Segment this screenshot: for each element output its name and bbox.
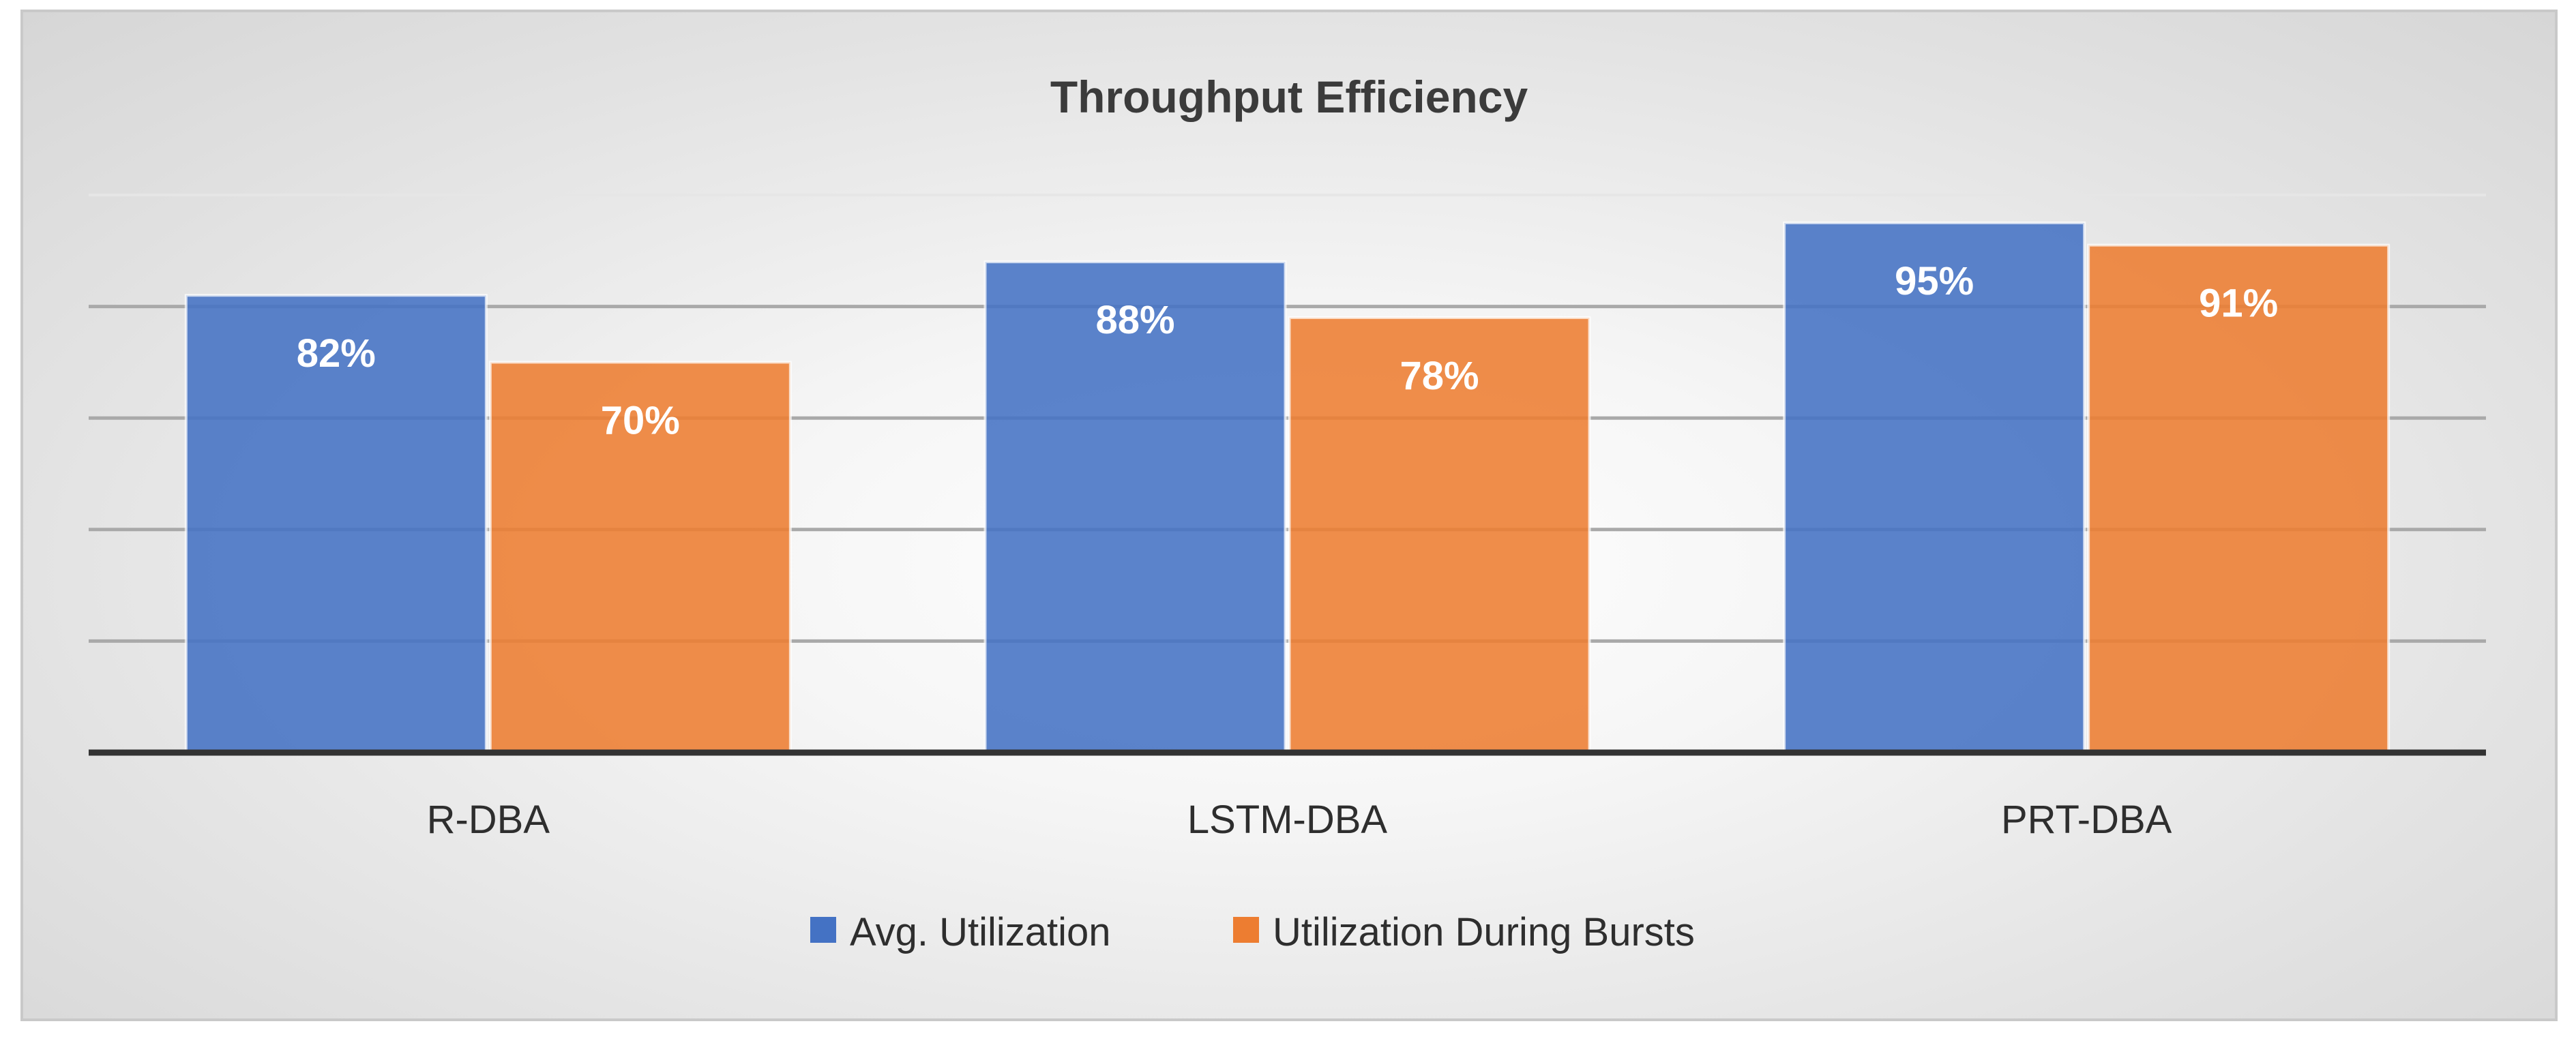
bar-prt-dba-utilization-during-bursts	[2087, 243, 2390, 754]
data-label-lstm-dba-utilization-during-bursts: 78%	[1400, 354, 1479, 398]
data-labels: 82% 70% 88% 78% 95% 91%	[297, 259, 2278, 443]
legend-swatch-avg-utilization	[810, 917, 836, 943]
data-label-prt-dba-avg-utilization: 95%	[1895, 259, 1974, 303]
bar-prt-dba-avg-utilization	[1783, 221, 2086, 754]
category-label-lstm-dba: LSTM-DBA	[1187, 798, 1388, 842]
bar-r-dba-utilization-during-bursts	[488, 361, 792, 754]
gridlines	[89, 194, 2486, 643]
bars	[184, 221, 2390, 755]
data-label-r-dba-avg-utilization: 82%	[297, 331, 376, 376]
data-label-r-dba-utilization-during-bursts: 70%	[601, 398, 680, 442]
legend: Avg. Utilization Utilization During Burs…	[810, 910, 1695, 954]
category-axis-labels: R-DBA LSTM-DBA PRT-DBA	[427, 798, 2172, 842]
data-label-lstm-dba-avg-utilization: 88%	[1095, 298, 1174, 342]
chart-title: Throughput Efficiency	[1050, 72, 1528, 122]
data-label-prt-dba-utilization-during-bursts: 91%	[2199, 282, 2278, 326]
bar-lstm-dba-avg-utilization	[983, 260, 1287, 755]
legend-label-avg-utilization: Avg. Utilization	[850, 910, 1111, 954]
category-label-r-dba: R-DBA	[427, 798, 550, 842]
legend-swatch-utilization-during-bursts	[1233, 917, 1259, 943]
category-label-prt-dba: PRT-DBA	[2001, 798, 2172, 842]
bar-lstm-dba-utilization-during-bursts	[1288, 316, 1591, 754]
legend-label-utilization-during-bursts: Utilization During Bursts	[1273, 910, 1695, 954]
